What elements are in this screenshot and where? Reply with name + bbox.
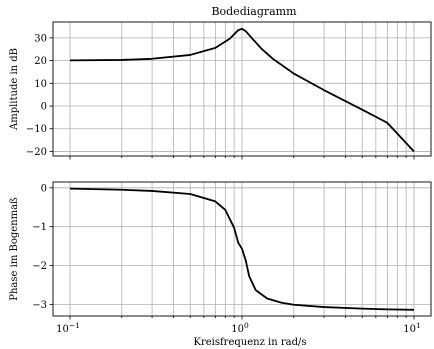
phase-ytick-label: −1: [32, 222, 47, 233]
xtick-exponent: 0: [244, 321, 249, 330]
mag-ytick-label: 20: [34, 56, 47, 67]
phase-ylabel: Phase im Bogenmaß: [9, 197, 20, 301]
phase-ytick-label: 0: [41, 183, 47, 194]
mag-ytick-label: −10: [26, 124, 47, 135]
mag-curve: [70, 27, 415, 153]
mag-ytick-label: 30: [34, 33, 47, 44]
x-axis-label: Kreisfrequenz in rad/s: [193, 337, 306, 348]
chart-title: Bodediagramm: [211, 5, 297, 18]
mag-ylabel: Amplitude in dB: [9, 48, 20, 131]
xtick-label: 100: [231, 321, 249, 335]
phase-curve: [69, 187, 415, 311]
phase-ytick-label: −2: [32, 261, 47, 272]
phase-ytick-label: −3: [32, 300, 47, 311]
xtick-exponent: −1: [69, 321, 80, 330]
xtick-label: 101: [403, 321, 421, 335]
phase-grid: [53, 182, 431, 316]
magnitude-panel: 30 20 10 0 −10 −20 Bodediagramm Amplitude in dB: [9, 5, 432, 160]
mag-ytick-label: 0: [41, 102, 47, 113]
xtick-label: 10−1: [56, 321, 80, 335]
mag-grid: [53, 22, 431, 156]
xtick-exponent: 1: [416, 321, 421, 330]
mag-ytick-label: 10: [34, 79, 47, 90]
mag-ytick-label: −20: [26, 147, 47, 158]
